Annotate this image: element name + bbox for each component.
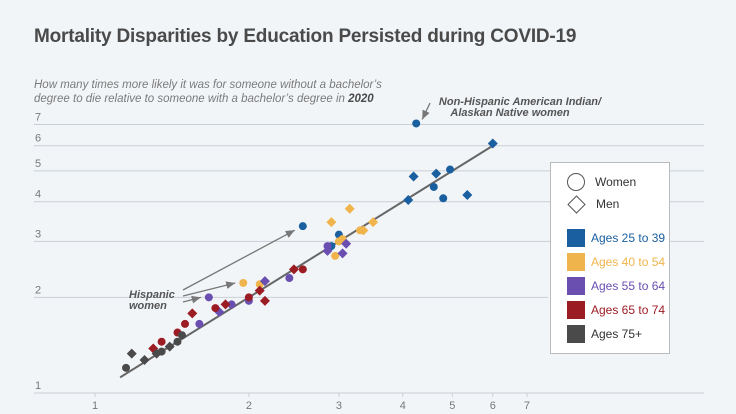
- color-swatch-icon: [567, 253, 585, 271]
- point-men-a75: [164, 341, 175, 352]
- y-tick-label: 6: [35, 133, 41, 145]
- point-men-a55: [259, 276, 270, 287]
- color-swatch-icon: [567, 301, 585, 319]
- point-men-a65: [220, 299, 231, 310]
- legend-label: Men: [596, 197, 620, 211]
- point-women-a75: [178, 331, 187, 340]
- point-women-a65: [244, 293, 253, 302]
- legend-item-a55: Ages 55 to 64: [567, 277, 665, 295]
- annotation-aian-women: Non-Hispanic American Indian/: [439, 96, 603, 108]
- legend-women: Women: [567, 173, 636, 191]
- point-women-a25: [446, 165, 455, 174]
- point-women-a75: [173, 337, 182, 346]
- annotation-arrow: [182, 281, 236, 297]
- point-women-a25: [412, 119, 421, 128]
- point-men-a75: [151, 348, 162, 359]
- point-men-a55: [337, 248, 348, 259]
- diamond-icon: [567, 194, 586, 214]
- point-women-a25: [429, 182, 438, 191]
- color-swatch-icon: [567, 325, 585, 343]
- point-men-a65: [187, 308, 198, 319]
- y-tick-label: 2: [35, 284, 41, 296]
- point-men-a75: [139, 355, 150, 366]
- legend: Women Men Ages 25 to 39 Ages 40 to 54 Ages…: [550, 162, 670, 354]
- annotation-hispanic-women-line2: women: [129, 300, 167, 312]
- point-men-a25: [408, 171, 419, 182]
- chart-title: Mortality Disparities by Education Persi…: [34, 26, 577, 47]
- x-tick-label: 5: [449, 400, 455, 412]
- annotation-arrow: [182, 295, 202, 304]
- point-women-a40: [239, 278, 248, 287]
- y-tick-label: 1: [35, 380, 41, 392]
- annotations: Non-Hispanic American Indian/Alaskan Nat…: [129, 96, 603, 312]
- point-men-a65: [259, 295, 270, 306]
- point-women-a75: [122, 363, 131, 372]
- legend-label: Ages 55 to 64: [591, 279, 666, 293]
- legend-label: Ages 65 to 74: [591, 303, 666, 317]
- legend-item-a25: Ages 25 to 39: [567, 229, 665, 247]
- point-men-a25: [462, 189, 473, 200]
- chart-subtitle: How many times more likely it was for so…: [34, 78, 414, 106]
- color-swatch-icon: [567, 277, 585, 295]
- x-tick-label: 6: [490, 400, 496, 412]
- point-women-a55: [195, 319, 204, 328]
- x-tick-label: 7: [524, 400, 530, 412]
- x-tick-label: 2: [246, 400, 252, 412]
- legend-men: Men: [567, 194, 620, 214]
- point-women-a65: [181, 319, 190, 328]
- y-tick-label: 5: [35, 158, 41, 170]
- point-men-a55: [322, 245, 333, 256]
- data-points: [122, 119, 498, 372]
- point-women-a65: [157, 337, 166, 346]
- legend-item-a75: Ages 75+: [567, 325, 642, 343]
- point-men-a55: [341, 238, 352, 249]
- y-tick-label: 3: [35, 228, 41, 240]
- y-tick-label: 7: [35, 111, 41, 123]
- point-men-a40: [344, 203, 355, 214]
- y-tick-label: 4: [35, 189, 41, 201]
- legend-label: Ages 40 to 54: [591, 255, 666, 269]
- x-tick-label: 3: [336, 400, 342, 412]
- point-women-a25: [439, 194, 448, 203]
- point-women-a55: [285, 274, 294, 283]
- y-axis-ticks: 1 2 3 4 5 6 7: [35, 111, 41, 392]
- point-men-a40: [368, 217, 379, 228]
- circle-icon: [567, 173, 585, 191]
- annotation-aian-women-line2: Alaskan Native women: [449, 107, 569, 119]
- x-tick-label: 1: [92, 400, 98, 412]
- legend-label: Ages 75+: [591, 327, 643, 341]
- point-men-a65: [288, 264, 299, 275]
- point-men-a25: [431, 168, 442, 179]
- point-women-a55: [227, 300, 236, 309]
- subtitle-text: How many times more likely it was for so…: [34, 79, 382, 105]
- legend-label: Ages 25 to 39: [591, 231, 666, 245]
- x-tick-label: 4: [400, 400, 406, 412]
- point-men-a25: [487, 138, 498, 149]
- legend-item-a65: Ages 65 to 74: [567, 301, 665, 319]
- point-men-a75: [126, 348, 137, 359]
- point-men-a25: [403, 194, 414, 205]
- gridlines: [34, 123, 704, 394]
- subtitle-year: 2020: [348, 93, 374, 105]
- point-women-a25: [298, 222, 307, 231]
- legend-item-a40: Ages 40 to 54: [567, 253, 665, 271]
- point-men-a40: [358, 225, 369, 236]
- x-axis-ticks: 1 2 3 4 5 6 7: [92, 393, 530, 412]
- point-women-a55: [204, 293, 213, 302]
- point-women-a40: [331, 251, 340, 260]
- annotation-hispanic-women: Hispanic: [129, 289, 175, 301]
- point-men-a40: [326, 217, 337, 228]
- annotation-arrow: [421, 102, 431, 120]
- annotation-arrow: [182, 229, 296, 291]
- color-swatch-icon: [567, 229, 585, 247]
- legend-label: Women: [595, 175, 637, 189]
- point-men-a65: [254, 285, 265, 296]
- point-women-a65: [298, 265, 307, 274]
- point-women-a65: [211, 304, 220, 313]
